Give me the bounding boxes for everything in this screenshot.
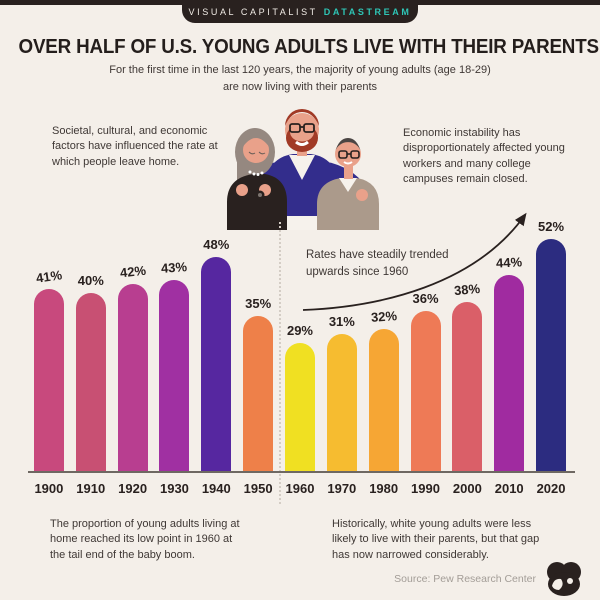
bar-column: 44% [488,254,530,473]
bar [159,279,190,473]
bar-column: 48% [195,237,237,473]
bar [33,288,64,473]
father-hair [285,109,319,126]
x-axis-label: 1910 [76,481,106,496]
bar-value-label: 48% [203,237,230,252]
family-illustration [227,109,379,230]
bar-column: 43% [154,258,196,473]
bar-column: 38% [446,280,488,473]
bar-value-label: 52% [538,219,565,234]
subtitle-line-2: are now living with their parents [222,80,378,93]
bar-value-label: 43% [160,258,188,276]
x-axis-labels: 1900 1910 1920 1930 1940 1950 1960 1970 1980 1990… [28,481,572,496]
banner-tab: VISUAL CAPITALIST DATASTREAM [182,0,418,23]
bar [452,302,483,473]
x-axis-line [28,471,575,473]
bar-column: 42% [112,262,154,473]
page-subtitle: For the first time in the last 120 years… [0,62,600,95]
bar [117,284,148,473]
x-axis-label: 1960 [285,481,315,496]
x-axis-label: 1990 [411,481,440,496]
bar [75,293,106,473]
x-axis-label: 1950 [243,481,273,496]
bar-value-label: 38% [453,280,481,299]
bar-value-label: 44% [495,254,523,271]
bar-chart-columns: 41% 40% 42% 43% 48% 35% 29% 31% 32% 36% 38% 44% 52% [28,219,572,473]
bar-column: 29% [279,322,321,473]
annotation-left-top: Societal, cultural, and economic factors… [52,125,218,168]
subtitle-line-1: For the first time in the last 120 years… [109,64,491,76]
bar-value-label: 36% [412,291,439,306]
bar [494,275,525,473]
bar-column: 40% [70,273,112,473]
bar-column: 35% [237,295,279,473]
bar [368,329,399,473]
bar-value-label: 41% [34,266,63,286]
bar [536,239,567,473]
bar [201,257,232,473]
bar-column: 32% [363,308,405,473]
bar-value-label: 40% [77,273,104,288]
product-name: DATASTREAM [323,6,412,17]
x-axis-label: 1930 [159,481,189,496]
visual-capitalist-logo-icon [547,562,581,596]
bar [326,333,357,473]
bar-column: 36% [405,291,447,473]
page-title: OVER HALF OF U.S. YOUNG ADULTS LIVE WITH… [18,36,600,58]
brand-name: VISUAL CAPITALIST [188,6,318,17]
x-axis-label: 1980 [369,481,399,496]
son-hair [335,138,361,152]
x-axis-label: 1940 [201,481,231,496]
trend-arrow [302,212,527,311]
bar [243,315,274,473]
x-axis-label: 1970 [327,481,357,496]
x-axis-label: 1920 [118,481,148,496]
bar-value-label: 32% [370,308,398,325]
bar-value-label: 29% [286,322,313,338]
bar-column: 31% [321,313,363,473]
x-axis-label: 2020 [536,481,566,496]
source-credit: Source: Pew Research Center [394,573,536,585]
x-axis-label: 2000 [452,481,482,496]
bar-value-label: 31% [328,313,355,329]
era-divider-line [279,222,281,504]
x-axis-label: 1900 [34,481,64,496]
bar [284,342,315,473]
bar-column: 41% [28,266,70,473]
bar-value-label: 35% [245,295,272,311]
x-axis-label: 2010 [494,481,524,496]
trend-annotation: Rates have steadily trended upwards sinc… [306,249,449,278]
bar [410,311,441,473]
bar-column: 52% [530,219,572,473]
annotation-bottom-right: Historically, white young adults were le… [332,518,540,561]
annotation-right-top: Economic instability has disproportionat… [403,127,565,186]
bar-value-label: 42% [118,262,147,281]
annotation-bottom-left: The proportion of young adults living at… [50,518,240,561]
